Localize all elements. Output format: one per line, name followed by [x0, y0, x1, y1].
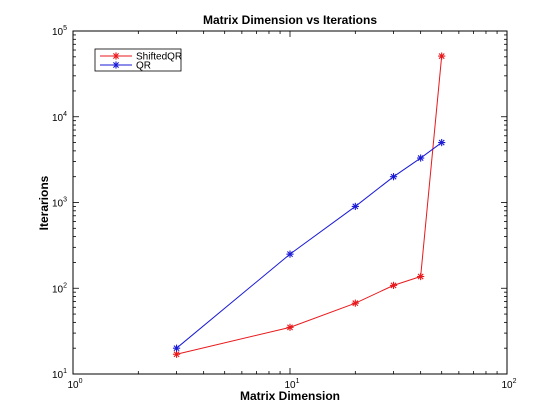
plot-area — [72, 30, 508, 375]
data-point-qr — [389, 173, 398, 181]
series-qr — [172, 138, 446, 352]
series-layer — [172, 52, 446, 358]
data-point-shiftedqr — [172, 350, 181, 358]
legend-label: QR — [136, 61, 151, 72]
legend-entry-shiftedqr: ShiftedQR — [100, 52, 182, 63]
legend-label: ShiftedQR — [136, 52, 182, 63]
series-line-shiftedqr — [176, 56, 443, 355]
legend-marker — [112, 61, 120, 69]
y-tick-label: 102 — [52, 282, 67, 295]
data-point-shiftedqr — [438, 52, 446, 60]
data-point-qr — [286, 250, 294, 258]
data-point-shiftedqr — [286, 323, 294, 331]
x-tick-label: 100 — [67, 378, 82, 391]
x-tick-label: 102 — [501, 378, 516, 391]
legend-marker — [112, 52, 120, 60]
data-point-qr — [351, 202, 359, 211]
y-tick-label: 105 — [52, 25, 67, 38]
data-point-qr — [417, 154, 425, 162]
series-line-qr — [176, 142, 442, 349]
y-axis-title: Iterarions — [37, 175, 51, 230]
x-axis-title: Matrix Dimension — [240, 389, 340, 403]
data-point-shiftedqr — [351, 299, 359, 307]
data-point-shiftedqr — [389, 281, 398, 289]
chart-title: Matrix Dimension vs Iterations — [203, 13, 377, 27]
data-point-shiftedqr — [417, 272, 425, 281]
data-point-qr — [438, 138, 446, 147]
y-tick-label: 103 — [52, 197, 67, 210]
series-shiftedqr — [172, 52, 446, 358]
data-point-qr — [172, 344, 181, 352]
x-tick-label: 101 — [284, 378, 299, 391]
y-tick-label: 101 — [52, 368, 67, 381]
y-tick-label: 104 — [52, 111, 67, 124]
legend-entry-qr: QR — [100, 61, 151, 72]
